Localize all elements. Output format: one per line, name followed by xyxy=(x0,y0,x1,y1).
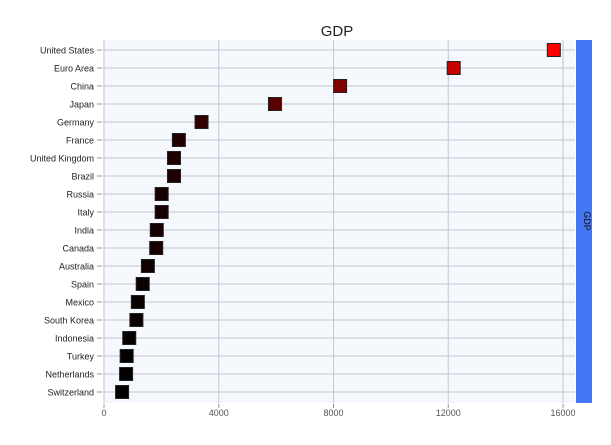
data-point-square xyxy=(130,295,145,309)
y-tick-label: South Korea xyxy=(44,316,94,326)
y-tick-label: United States xyxy=(40,46,95,56)
y-tick-label: Japan xyxy=(69,100,94,110)
y-tick-label: Switzerland xyxy=(47,388,94,398)
x-tick-label: 12000 xyxy=(436,408,461,418)
data-points xyxy=(115,43,561,399)
data-point-square xyxy=(546,43,561,57)
data-point-square xyxy=(267,97,282,111)
y-tick-label: Germany xyxy=(57,118,95,128)
x-tick-label: 8000 xyxy=(323,408,343,418)
plot-background xyxy=(103,40,575,403)
data-point-square xyxy=(149,241,164,255)
y-tick-label: Australia xyxy=(59,262,94,272)
y-tick-label: France xyxy=(66,136,94,146)
x-tick-label: 0 xyxy=(101,408,106,418)
x-axis-labels: 0 4000 8000 12000 16000 xyxy=(101,408,575,418)
data-point-square xyxy=(154,187,169,201)
y-tick-label: Canada xyxy=(62,244,94,254)
y-tick-label: India xyxy=(74,226,94,236)
data-point-square xyxy=(129,313,144,327)
y-tick-label: Brazil xyxy=(71,172,94,182)
data-point-square xyxy=(154,205,169,219)
data-point-square xyxy=(115,385,130,399)
y-tick-label: Euro Area xyxy=(54,64,94,74)
y-tick-label: Spain xyxy=(71,280,94,290)
x-tick-label: 16000 xyxy=(550,408,575,418)
color-bar: GDP xyxy=(576,40,592,403)
y-tick-label: United Kingdom xyxy=(30,154,94,164)
y-tick-label: Italy xyxy=(77,208,94,218)
data-point-square xyxy=(171,133,186,147)
x-tick-label: 4000 xyxy=(209,408,229,418)
y-tick-label: Mexico xyxy=(65,298,94,308)
data-point-square xyxy=(119,349,134,363)
y-tick-label: China xyxy=(70,82,94,92)
data-point-square xyxy=(333,79,348,93)
data-point-square xyxy=(135,277,150,291)
y-tick-label: Indonesia xyxy=(55,334,94,344)
data-point-square xyxy=(122,331,137,345)
colorbar-label: GDP xyxy=(582,211,592,231)
data-point-square xyxy=(194,115,209,129)
y-tick-label: Turkey xyxy=(67,352,95,362)
chart-title: GDP xyxy=(321,23,354,40)
y-tick-label: Netherlands xyxy=(45,370,94,380)
colorbar-band xyxy=(576,40,592,403)
y-axis-labels: United States Euro Area China Japan Germany F… xyxy=(30,46,95,398)
y-tick-label: Russia xyxy=(66,190,94,200)
data-point-square xyxy=(166,169,181,183)
data-point-square xyxy=(140,259,155,273)
data-point-square xyxy=(119,367,134,381)
data-point-square xyxy=(149,223,164,237)
data-point-square xyxy=(166,151,181,165)
data-point-square xyxy=(446,61,461,75)
